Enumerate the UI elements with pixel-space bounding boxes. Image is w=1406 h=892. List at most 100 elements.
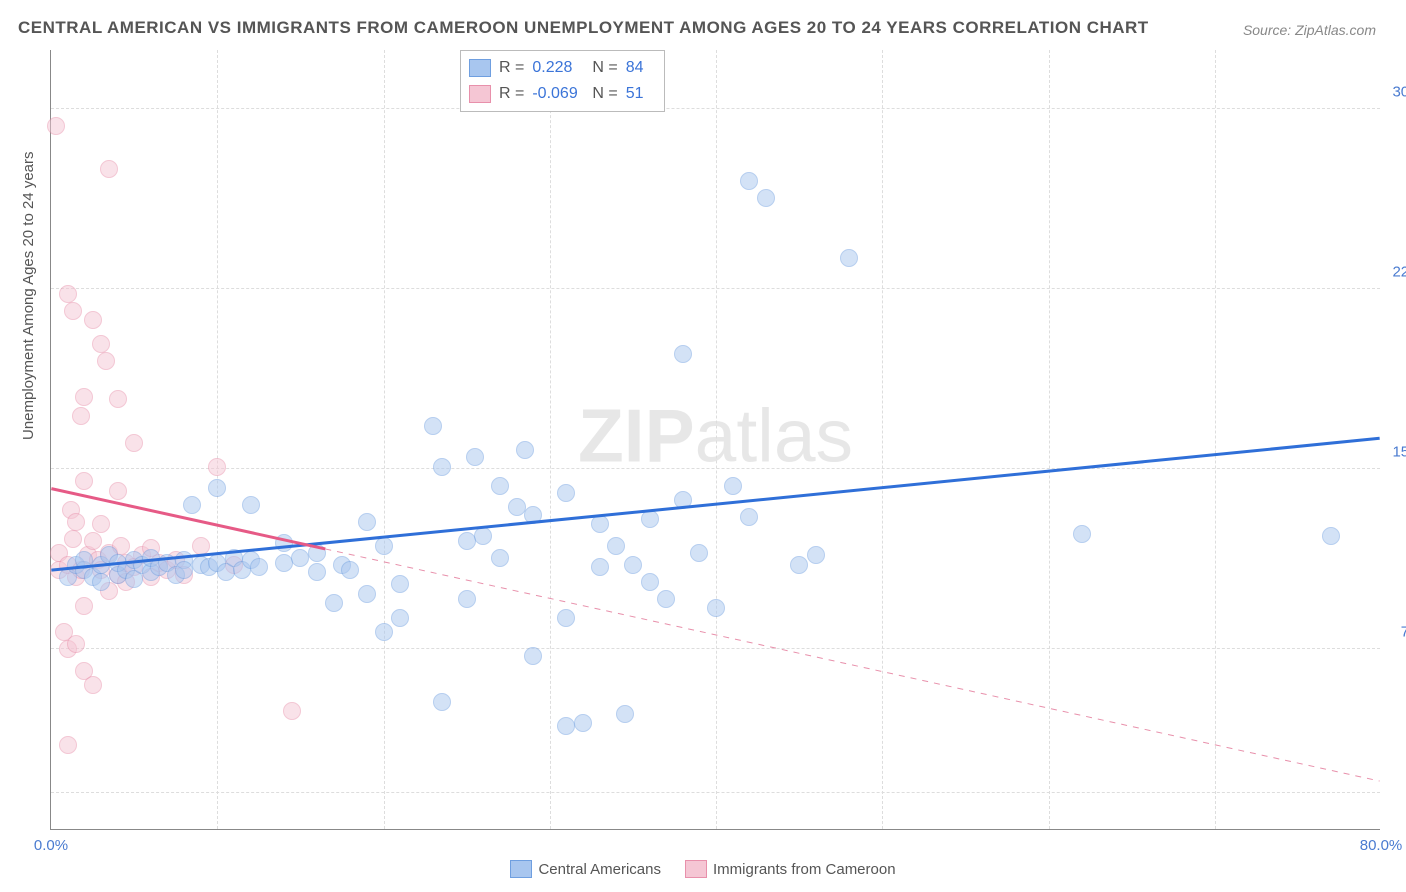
data-point	[524, 506, 542, 524]
data-point	[291, 549, 309, 567]
data-point	[424, 417, 442, 435]
data-point	[1073, 525, 1091, 543]
bottom-legend: Central Americans Immigrants from Cameroo…	[0, 860, 1406, 882]
data-point	[308, 544, 326, 562]
data-point	[466, 448, 484, 466]
stat-n-label: N =	[592, 85, 617, 103]
data-point	[92, 573, 110, 591]
ytick-label: 7.5%	[1401, 624, 1406, 641]
data-point	[358, 513, 376, 531]
data-point	[641, 510, 659, 528]
data-point	[724, 477, 742, 495]
gridline-v	[882, 50, 883, 829]
data-point	[591, 558, 609, 576]
data-point	[208, 458, 226, 476]
data-point	[84, 676, 102, 694]
data-point	[92, 335, 110, 353]
legend-swatch	[469, 85, 491, 103]
stats-row: R =-0.069N =51	[469, 81, 656, 107]
data-point	[674, 491, 692, 509]
data-point	[100, 160, 118, 178]
data-point	[557, 717, 575, 735]
data-point	[557, 609, 575, 627]
data-point	[375, 537, 393, 555]
gridline-v	[384, 50, 385, 829]
data-point	[557, 484, 575, 502]
gridline-v	[1049, 50, 1050, 829]
gridline-v	[550, 50, 551, 829]
data-point	[325, 594, 343, 612]
stat-r-label: R =	[499, 59, 524, 77]
data-point	[491, 477, 509, 495]
data-point	[674, 345, 692, 363]
legend-swatch	[685, 860, 707, 878]
data-point	[67, 635, 85, 653]
legend-item: Immigrants from Cameroon	[685, 860, 896, 878]
data-point	[657, 590, 675, 608]
data-point	[84, 532, 102, 550]
data-point	[574, 714, 592, 732]
data-point	[75, 472, 93, 490]
data-point	[64, 302, 82, 320]
xtick-label: 80.0%	[1360, 837, 1403, 854]
stat-r-value: 0.228	[532, 59, 584, 77]
gridline-v	[217, 50, 218, 829]
legend-label: Immigrants from Cameroon	[713, 861, 896, 878]
data-point	[125, 434, 143, 452]
gridline-v	[716, 50, 717, 829]
data-point	[433, 458, 451, 476]
data-point	[840, 249, 858, 267]
legend-swatch	[510, 860, 532, 878]
data-point	[641, 573, 659, 591]
data-point	[242, 496, 260, 514]
stats-row: R =0.228N =84	[469, 55, 656, 81]
data-point	[275, 534, 293, 552]
data-point	[391, 609, 409, 627]
data-point	[358, 585, 376, 603]
data-point	[67, 513, 85, 531]
source-label: Source: ZipAtlas.com	[1243, 22, 1376, 38]
data-point	[375, 623, 393, 641]
data-point	[64, 530, 82, 548]
data-point	[59, 285, 77, 303]
data-point	[491, 549, 509, 567]
xtick-label: 0.0%	[34, 837, 68, 854]
data-point	[391, 575, 409, 593]
data-point	[757, 189, 775, 207]
data-point	[175, 561, 193, 579]
ytick-label: 15.0%	[1392, 444, 1406, 461]
data-point	[183, 496, 201, 514]
data-point	[275, 554, 293, 572]
data-point	[707, 599, 725, 617]
chart-title: CENTRAL AMERICAN VS IMMIGRANTS FROM CAME…	[18, 18, 1149, 38]
legend-swatch	[469, 59, 491, 77]
data-point	[109, 390, 127, 408]
data-point	[72, 407, 90, 425]
data-point	[283, 702, 301, 720]
data-point	[807, 546, 825, 564]
data-point	[474, 527, 492, 545]
stat-r-label: R =	[499, 85, 524, 103]
data-point	[607, 537, 625, 555]
data-point	[59, 736, 77, 754]
data-point	[690, 544, 708, 562]
data-point	[591, 515, 609, 533]
data-point	[75, 551, 93, 569]
data-point	[740, 172, 758, 190]
data-point	[308, 563, 326, 581]
data-point	[624, 556, 642, 574]
data-point	[433, 693, 451, 711]
data-point	[508, 498, 526, 516]
legend-label: Central Americans	[538, 861, 661, 878]
ytick-label: 22.5%	[1392, 264, 1406, 281]
data-point	[208, 479, 226, 497]
stat-n-value: 84	[626, 59, 656, 77]
data-point	[47, 117, 65, 135]
data-point	[616, 705, 634, 723]
stats-legend: R = 0.228 N = 84 R =-0.069N =51	[460, 50, 665, 112]
data-point	[516, 441, 534, 459]
ytick-label: 30.0%	[1392, 84, 1406, 101]
data-point	[790, 556, 808, 574]
gridline-v	[1215, 50, 1216, 829]
y-axis-title: Unemployment Among Ages 20 to 24 years	[20, 151, 37, 440]
